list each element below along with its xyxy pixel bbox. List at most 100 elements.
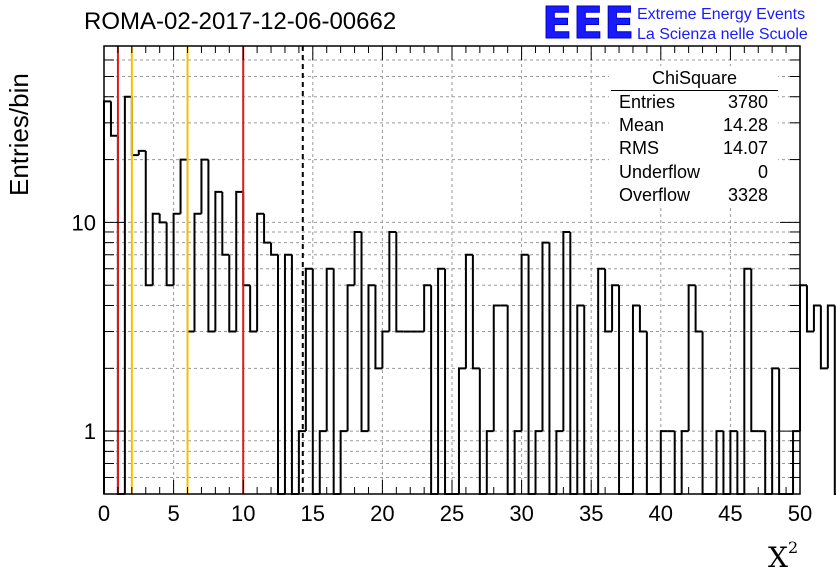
y-tick-labels: 1 10: [72, 210, 96, 444]
histogram-bin: [158, 213, 167, 224]
histogram-bin: [242, 191, 251, 287]
histogram-bin: [283, 253, 292, 494]
histogram-bin: [464, 253, 473, 369]
histogram-bin: [771, 367, 780, 494]
histogram-bin: [277, 254, 285, 495]
stats-box: ChiSquare Entries 3780 Mean 14.28 RMS 14…: [609, 66, 778, 207]
histogram-bin: [680, 430, 689, 494]
x-tick-label: 10: [231, 501, 255, 526]
histogram-bin: [297, 430, 306, 494]
histogram-bin: [750, 268, 759, 433]
histogram-bin: [805, 285, 814, 333]
stats-row-underflow: Underflow 0: [609, 161, 778, 184]
histogram-bin: [235, 190, 244, 332]
histogram-bin: [374, 285, 383, 370]
histogram-bin: [256, 212, 265, 332]
histogram-bin: [562, 230, 571, 432]
stats-title: ChiSquare: [611, 66, 778, 91]
histogram-bin: [645, 331, 654, 495]
x-tick-label: 15: [301, 501, 325, 526]
stats-label: Overflow: [619, 184, 691, 205]
x-tick-label: 35: [579, 501, 603, 526]
histogram-bin: [555, 430, 564, 494]
x-tick-label: 50: [788, 501, 812, 526]
histogram-bin: [381, 330, 390, 369]
x-axis-label-base: X: [768, 541, 788, 574]
histogram-bin: [597, 267, 606, 494]
histogram-bin: [729, 430, 738, 494]
y-tick-label: 1: [84, 419, 96, 444]
eee-logo: EEE Extreme Energy Events La Scienza nel…: [541, 0, 836, 50]
histogram-bin: [812, 304, 821, 332]
histogram-bin: [207, 159, 216, 333]
histogram-bin: [471, 254, 480, 370]
histogram-bin: [430, 285, 439, 495]
histogram-bin: [583, 305, 592, 495]
stats-label: Entries: [619, 92, 676, 112]
stats-value: 14.07: [722, 138, 768, 159]
histogram-bin: [826, 304, 835, 369]
histogram-bin: [332, 268, 341, 495]
histogram-bin: [520, 253, 529, 432]
x-tick-label: 45: [718, 501, 742, 526]
histogram-bin: [492, 304, 501, 432]
histogram-bin: [214, 190, 223, 332]
histogram-bin: [179, 158, 188, 214]
stats-row-mean: Mean 14.28: [609, 114, 778, 137]
x-tick-labels: 0 5 10 15 20 25 30 35 40 45 50: [98, 501, 812, 526]
histogram-bin: [144, 150, 153, 287]
histogram-bin: [534, 430, 543, 494]
histogram-bin: [249, 285, 258, 333]
histogram-bin: [304, 267, 313, 432]
logo-line-1: Extreme Energy Events: [637, 6, 806, 23]
marker-lines: [116, 46, 304, 494]
stats-label: Underflow: [619, 161, 701, 182]
histogram-bin: [165, 222, 174, 287]
histogram-bin: [130, 96, 139, 157]
x-tick-label: 0: [98, 501, 110, 526]
histogram-bin: [172, 212, 181, 286]
histogram-bin: [228, 254, 237, 333]
histogram-bin: [513, 430, 522, 494]
histogram-bin: [444, 268, 452, 495]
histogram-bin: [506, 305, 515, 495]
histogram-bin: [694, 285, 703, 333]
x-tick-label: 30: [509, 501, 533, 526]
stats-value: 3328: [727, 184, 768, 205]
histogram-bin: [715, 430, 724, 494]
histogram-bin: [318, 430, 327, 494]
histogram-bin: [346, 284, 355, 432]
histogram-bin: [638, 305, 647, 333]
histogram-bin: [437, 267, 446, 494]
histogram-bin: [604, 268, 613, 333]
axes-frame: [103, 45, 801, 495]
histogram-bin: [541, 241, 550, 432]
histogram-bin: [137, 149, 146, 156]
histogram-bin: [799, 284, 807, 432]
histogram-bin: [388, 230, 397, 332]
stats-label: RMS: [619, 138, 659, 159]
histogram-bin: [743, 267, 752, 494]
stats-label: Mean: [619, 115, 665, 136]
histogram-bin: [618, 285, 626, 495]
y-axis-label: Entries/bin: [4, 73, 34, 196]
histogram-bin: [311, 268, 320, 495]
stats-value: 0: [757, 161, 768, 182]
x-tick-label: 40: [649, 501, 673, 526]
x-tick-label: 25: [440, 501, 464, 526]
stats-row-entries: Entries 3780: [609, 91, 778, 114]
histogram-bin: [263, 213, 272, 244]
x-tick-label: 20: [370, 501, 394, 526]
x-axis-label: X2: [768, 538, 798, 574]
histogram-bin: [200, 158, 209, 214]
grid-lines: [104, 46, 800, 494]
histogram-bin: [485, 430, 494, 494]
histogram-bin: [457, 367, 466, 494]
histogram-bin: [687, 284, 696, 432]
x-tick-label: 5: [167, 501, 179, 526]
histogram-bin: [819, 305, 828, 370]
eee-logo-mark: EEE: [541, 0, 636, 50]
histogram-bin: [103, 100, 111, 494]
histogram-bin: [527, 254, 536, 495]
histogram-bin: [325, 267, 334, 432]
